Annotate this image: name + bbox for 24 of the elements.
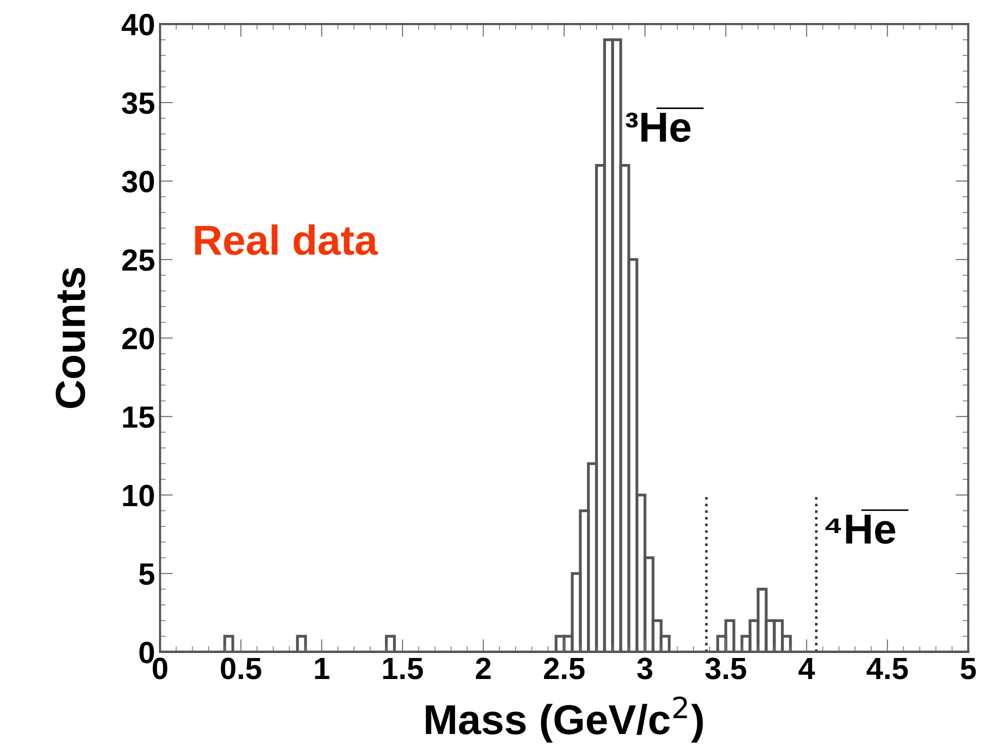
y-tick-label: 5 [139,564,154,585]
annotation: ⁴H̅e̅ [825,509,908,544]
y-tick-label: 25 [122,249,154,271]
y-tick-label: 30 [122,170,154,192]
y-axis-title: Counts [56,268,86,408]
y-tick-label: 35 [122,92,154,114]
x-tick-label: 2 [476,658,491,679]
y-tick-label: 20 [122,328,154,350]
x-tick-label: 3 [637,658,652,680]
x-tick-label: 4.5 [866,658,908,680]
annotation: Real data [195,224,378,256]
x-tick-label: 0.5 [220,658,262,680]
y-tick-label: 10 [123,484,154,506]
y-tick-label: 40 [122,14,154,36]
x-tick-label: 1 [315,658,330,679]
x-tick-label: 4 [798,658,815,679]
x-axis-title: Mass (GeV/c$^{2}$) [426,696,703,743]
x-tick-label: 5 [960,658,976,680]
annotation: ³H̅e̅ [626,107,704,142]
y-tick-label: 15 [123,406,154,428]
x-tick-label: 3.5 [705,658,746,680]
y-tick-label: 0 [139,642,154,664]
x-tick-label: 1.5 [383,658,423,680]
x-tick-label: 2.5 [544,658,585,680]
